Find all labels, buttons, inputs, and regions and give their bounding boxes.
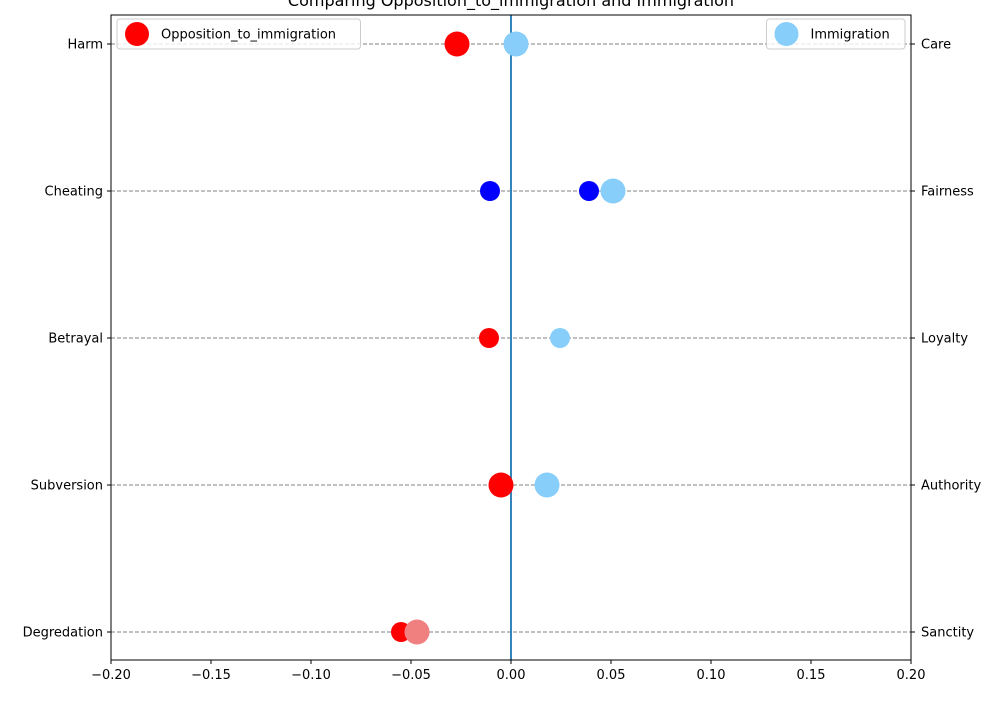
y-tick-label-right: Loyalty [921,332,968,347]
y-tick-label-left: Betrayal [48,332,103,347]
x-tick-label: −0.10 [291,668,331,683]
point-opposition-3 [488,472,514,498]
legend-immigration: Immigration [766,18,906,50]
legend-layer: Opposition_to_immigration Immigration [116,18,906,50]
point-immigration-0 [503,31,529,57]
y-tick-label-left: Subversion [31,479,103,494]
axis-layer: Harm Care Cheating Fairness Betrayal Loyalty S… [23,38,982,684]
legend-marker [774,22,799,46]
points-layer [391,31,626,645]
legend-label: Opposition_to_immigration [161,28,336,43]
y-tick-label-left: Cheating [45,185,103,200]
x-tick-label: 0.10 [697,668,726,683]
x-tick-label: −0.05 [391,668,431,683]
point-immigration-3 [534,472,560,498]
point-opposition-0 [444,31,470,57]
x-tick-label: 0.05 [597,668,626,683]
x-tick-label: −0.15 [191,668,231,683]
chart-title: Comparing Opposition_to_immigration and … [288,0,734,11]
x-tick-label: −0.20 [91,668,131,683]
y-tick-label-right: Care [921,38,951,53]
legend-box [766,18,906,50]
y-tick-label-left: Harm [67,38,103,53]
y-tick-label-right: Fairness [921,185,974,200]
x-tick-label: 0.20 [897,668,926,683]
y-tick-label-right: Authority [921,479,981,494]
point-opposition-2 [479,328,499,348]
x-tick-label: 0.00 [497,668,526,683]
y-tick-label-right: Sanctity [921,626,974,641]
point-immigration-1 [600,178,626,204]
point-extra-0 [579,181,599,201]
legend-label: Immigration [811,28,890,43]
legend-box [116,18,361,50]
legend-marker [125,22,149,46]
point-immigration-4 [404,619,430,645]
point-immigration-2 [550,328,570,348]
x-tick-label: 0.15 [797,668,826,683]
legend-opposition: Opposition_to_immigration [116,18,361,50]
point-opposition-1 [480,181,500,201]
y-tick-label-left: Degredation [23,626,103,641]
